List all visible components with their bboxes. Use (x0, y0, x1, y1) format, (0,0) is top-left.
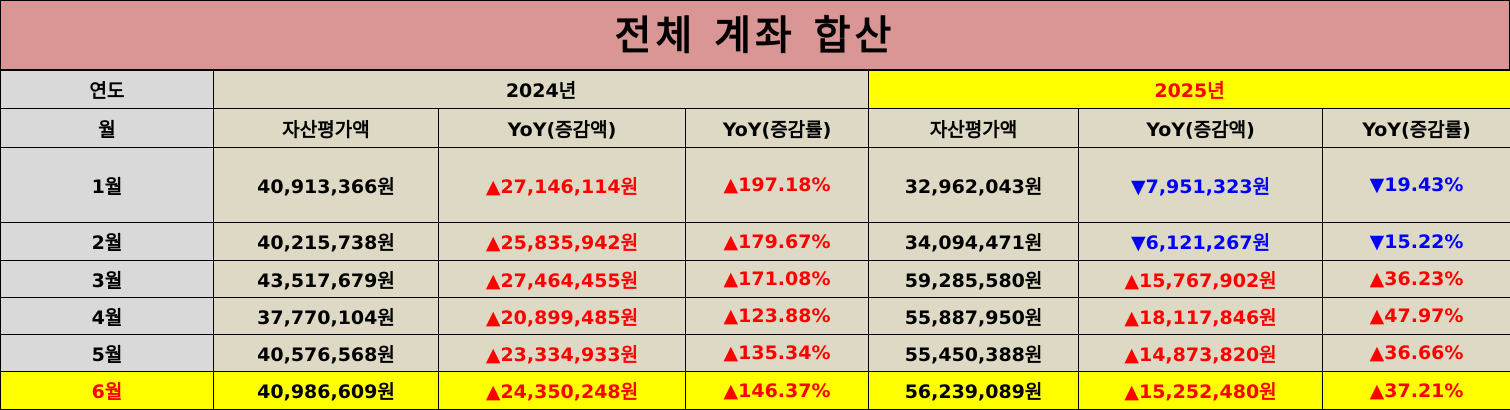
title: 전체 계좌 합산 (0, 0, 1510, 70)
cell: ▲36.66% (1323, 335, 1510, 372)
cell: ▼19.43% (1323, 148, 1510, 223)
header-cell: 자산평가액 (214, 109, 439, 148)
cell: ▼6,121,267원 (1079, 223, 1323, 261)
cell: ▲27,146,114원 (439, 148, 686, 223)
cell: 34,094,471원 (869, 223, 1079, 261)
cell: ▲171.08% (686, 261, 869, 298)
cell: ▲179.67% (686, 223, 869, 261)
cell: ▲146.37% (686, 372, 869, 410)
cell: ▲37.21% (1323, 372, 1510, 410)
cell: 40,913,366원 (214, 148, 439, 223)
header-cell: YoY(증감액) (439, 109, 686, 148)
cell: ▲15,767,902원 (1079, 261, 1323, 298)
cell: 37,770,104원 (214, 298, 439, 335)
cell: ▲47.97% (1323, 298, 1510, 335)
header-cell: 2025년 (869, 71, 1510, 109)
cell: ▲123.88% (686, 298, 869, 335)
cell: ▼7,951,323원 (1079, 148, 1323, 223)
cell: ▲135.34% (686, 335, 869, 372)
cell: ▲23,334,933원 (439, 335, 686, 372)
cell: 40,576,568원 (214, 335, 439, 372)
cell: 6월 (1, 372, 214, 410)
cell: 1월 (1, 148, 214, 223)
cell: 3월 (1, 261, 214, 298)
header-cell: YoY(증감률) (1323, 109, 1510, 148)
cell: ▲36.23% (1323, 261, 1510, 298)
cell: ▲24,350,248원 (439, 372, 686, 410)
cell: 5월 (1, 335, 214, 372)
cell: 4월 (1, 298, 214, 335)
cell: 43,517,679원 (214, 261, 439, 298)
cell: 56,239,089원 (869, 372, 1079, 410)
cell: ▲18,117,846원 (1079, 298, 1323, 335)
header-cell: 2024년 (214, 71, 869, 109)
header-cell: YoY(증감률) (686, 109, 869, 148)
cell: 59,285,580원 (869, 261, 1079, 298)
cell: ▲27,464,455원 (439, 261, 686, 298)
cell: ▲197.18% (686, 148, 869, 223)
cell: ▲20,899,485원 (439, 298, 686, 335)
cell: 2월 (1, 223, 214, 261)
cell: ▲25,835,942원 (439, 223, 686, 261)
cell: 32,962,043원 (869, 148, 1079, 223)
cell: ▲14,873,820원 (1079, 335, 1323, 372)
cell: 55,450,388원 (869, 335, 1079, 372)
cell: 55,887,950원 (869, 298, 1079, 335)
header-cell: 월 (1, 109, 214, 148)
cell: ▼15.22% (1323, 223, 1510, 261)
cell: 40,215,738원 (214, 223, 439, 261)
cell: 40,986,609원 (214, 372, 439, 410)
header-cell: YoY(증감액) (1079, 109, 1323, 148)
cell: ▲15,252,480원 (1079, 372, 1323, 410)
header-cell: 연도 (1, 71, 214, 109)
header-cell: 자산평가액 (869, 109, 1079, 148)
